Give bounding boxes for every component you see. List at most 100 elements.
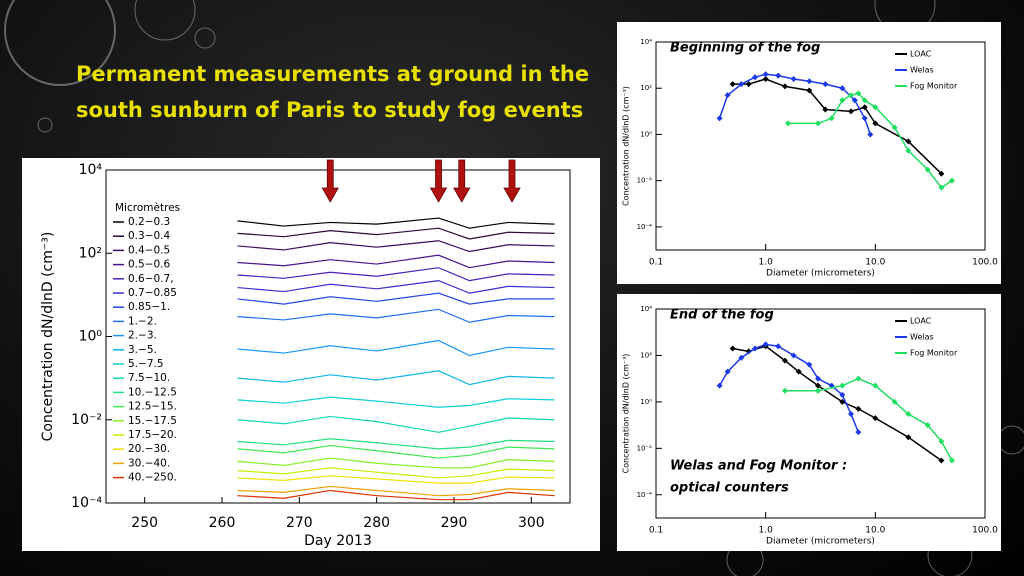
x-tick-label: 250	[131, 515, 158, 531]
legend-label: LOAC	[910, 50, 932, 59]
plot-frame	[655, 308, 986, 519]
legend-label: 0.2−0.3	[128, 216, 170, 228]
x-tick-label: 0.1	[649, 258, 663, 268]
y-axis-label: Concentration dN/dlnD (cm⁻³)	[622, 354, 631, 474]
series-line	[237, 489, 555, 501]
y-tick-label: 10⁴	[79, 162, 103, 178]
legend-label: 5.−7.5	[128, 358, 164, 370]
legend-label: 12.5−15.	[128, 401, 177, 413]
y-tick-label: 10²	[640, 351, 652, 359]
data-point	[716, 115, 723, 122]
legend-label: 0.3−0.4	[128, 230, 171, 242]
event-arrow	[453, 159, 471, 203]
data-point	[872, 415, 879, 422]
data-point	[724, 92, 731, 99]
event-arrow	[503, 159, 521, 203]
series-line	[237, 308, 555, 323]
data-point	[814, 387, 821, 394]
data-point	[839, 382, 846, 389]
data-point	[905, 147, 912, 154]
x-tick-label: 260	[209, 515, 236, 531]
series-line	[237, 339, 555, 357]
series-line	[237, 467, 555, 479]
data-point	[938, 438, 945, 445]
y-tick-label: 10⁴	[640, 305, 652, 313]
data-point	[729, 81, 736, 88]
legend-label: 0.6−0.7,	[128, 273, 174, 285]
legend-label: 1.−2.	[128, 315, 157, 327]
legend-label: 7.5−10.	[128, 372, 170, 384]
data-point	[775, 72, 782, 79]
data-point	[795, 368, 802, 375]
x-axis-label: Diameter (micrometers)	[766, 269, 875, 279]
x-tick-label: 1.0	[759, 258, 774, 268]
y-tick-label: 10⁻⁴	[71, 495, 102, 511]
series-line	[237, 370, 555, 386]
data-point	[839, 85, 846, 92]
x-tick-label: 290	[441, 515, 468, 531]
data-point	[822, 106, 829, 113]
series-line	[237, 485, 555, 497]
data-point	[781, 387, 788, 394]
x-tick-label: 280	[363, 515, 390, 531]
data-point	[775, 343, 782, 350]
legend-label: LOAC	[910, 317, 932, 326]
data-point	[839, 97, 846, 104]
slide-title: Permanent measurements at ground in the …	[76, 62, 590, 122]
y-axis-label: Concentration dN/dlnD (cm⁻³)	[622, 86, 631, 206]
y-axis-label: Concentration dN/dlnD (cm⁻³)	[40, 232, 56, 442]
data-point	[855, 90, 862, 97]
y-tick-label: 10⁰	[640, 398, 652, 406]
data-point	[891, 398, 898, 405]
data-point	[848, 108, 855, 115]
series-line	[732, 78, 942, 175]
series-line	[237, 227, 555, 240]
data-point	[762, 71, 769, 78]
data-point	[785, 120, 792, 127]
x-tick-label: 1.0	[759, 526, 774, 536]
data-point	[781, 83, 788, 90]
data-point	[752, 74, 759, 81]
y-tick-label: 10²	[640, 84, 652, 92]
data-point	[872, 120, 879, 127]
x-tick-label: 300	[518, 515, 545, 531]
event-arrow	[321, 159, 339, 203]
series-line	[237, 254, 555, 269]
series-line	[237, 415, 555, 433]
series-line	[237, 292, 555, 305]
series-line	[784, 377, 953, 461]
series-line	[237, 444, 555, 459]
legend-title: Micromètres	[115, 202, 180, 214]
data-point	[752, 345, 759, 352]
y-tick-label: 10⁻⁴	[637, 223, 653, 231]
y-tick-label: 10⁴	[640, 38, 652, 46]
data-point	[905, 434, 912, 441]
data-point	[855, 405, 862, 412]
data-point	[855, 375, 862, 382]
data-point	[738, 354, 745, 361]
legend-label: 17.5−20.	[128, 429, 177, 441]
data-point	[872, 382, 879, 389]
series-line	[237, 396, 555, 408]
data-point	[924, 166, 931, 173]
data-point	[848, 411, 855, 418]
data-point	[839, 391, 846, 398]
data-point	[948, 177, 955, 184]
series-line	[237, 475, 555, 484]
legend-label: 15.−17.5	[128, 415, 177, 427]
legend-label: 0.7−0.85	[128, 287, 177, 299]
legend-label: Fog Monitor	[910, 82, 958, 91]
series-line	[237, 240, 555, 253]
data-point	[814, 120, 821, 127]
legend-label: 3.−5.	[128, 344, 157, 356]
legend-label: 20.−30.	[128, 443, 170, 455]
plot-frame	[105, 169, 571, 504]
event-arrow	[429, 159, 448, 203]
data-point	[806, 87, 813, 94]
legend-label: 10.−12.5	[128, 386, 177, 398]
y-tick-label: 10⁻²	[71, 412, 102, 428]
data-point	[948, 457, 955, 464]
series-line	[237, 217, 555, 229]
legend-label: 30.−40.	[128, 457, 170, 469]
